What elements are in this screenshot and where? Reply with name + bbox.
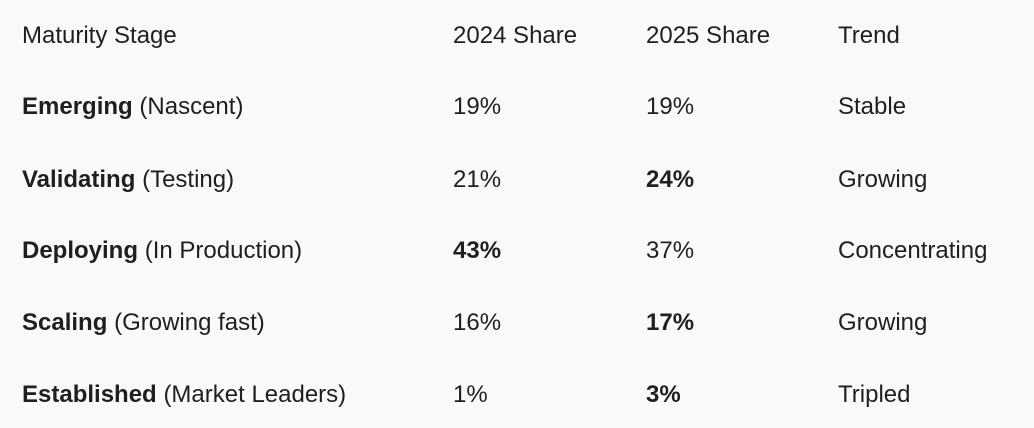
header-cell: 2024 Share: [453, 22, 578, 49]
trend-cell: Stable: [838, 93, 907, 120]
share-cell: 24%: [646, 166, 695, 193]
stage-note: (Market Leaders): [163, 381, 347, 408]
trend-cell: Growing: [838, 166, 928, 193]
share-cell: 1%: [453, 381, 488, 408]
share-cell: 3%: [646, 381, 681, 408]
trend-cell: Growing: [838, 309, 928, 336]
header-cell: Trend: [838, 22, 900, 49]
share-cell: 21%: [453, 166, 502, 193]
stage-name: Emerging: [22, 93, 133, 120]
stage-cell: Deploying (In Production): [22, 236, 302, 266]
share-cell: 43%: [453, 237, 502, 264]
share-cell: 19%: [646, 93, 695, 120]
stage-note: (Nascent): [139, 93, 244, 120]
stage-note: (In Production): [144, 237, 303, 264]
stage-name: Deploying: [22, 237, 139, 264]
stage-cell: Emerging (Nascent): [22, 92, 243, 122]
share-cell: 17%: [646, 309, 695, 336]
stage-note: (Growing fast): [114, 309, 265, 336]
header-cell: 2025 Share: [646, 22, 771, 49]
stage-cell: Scaling (Growing fast): [22, 308, 265, 338]
share-cell: 37%: [646, 237, 695, 264]
trend-cell: Concentrating: [838, 237, 988, 264]
share-cell: 16%: [453, 309, 502, 336]
stage-name: Established: [22, 381, 157, 408]
stage-name: Validating: [22, 166, 136, 193]
share-cell: 19%: [453, 93, 502, 120]
stage-name: Scaling: [22, 309, 108, 336]
stage-cell: Validating (Testing): [22, 165, 234, 195]
stage-cell: Established (Market Leaders): [22, 380, 346, 410]
header-cell: Maturity Stage: [22, 22, 177, 49]
stage-note: (Testing): [142, 166, 235, 193]
trend-cell: Tripled: [838, 381, 911, 408]
